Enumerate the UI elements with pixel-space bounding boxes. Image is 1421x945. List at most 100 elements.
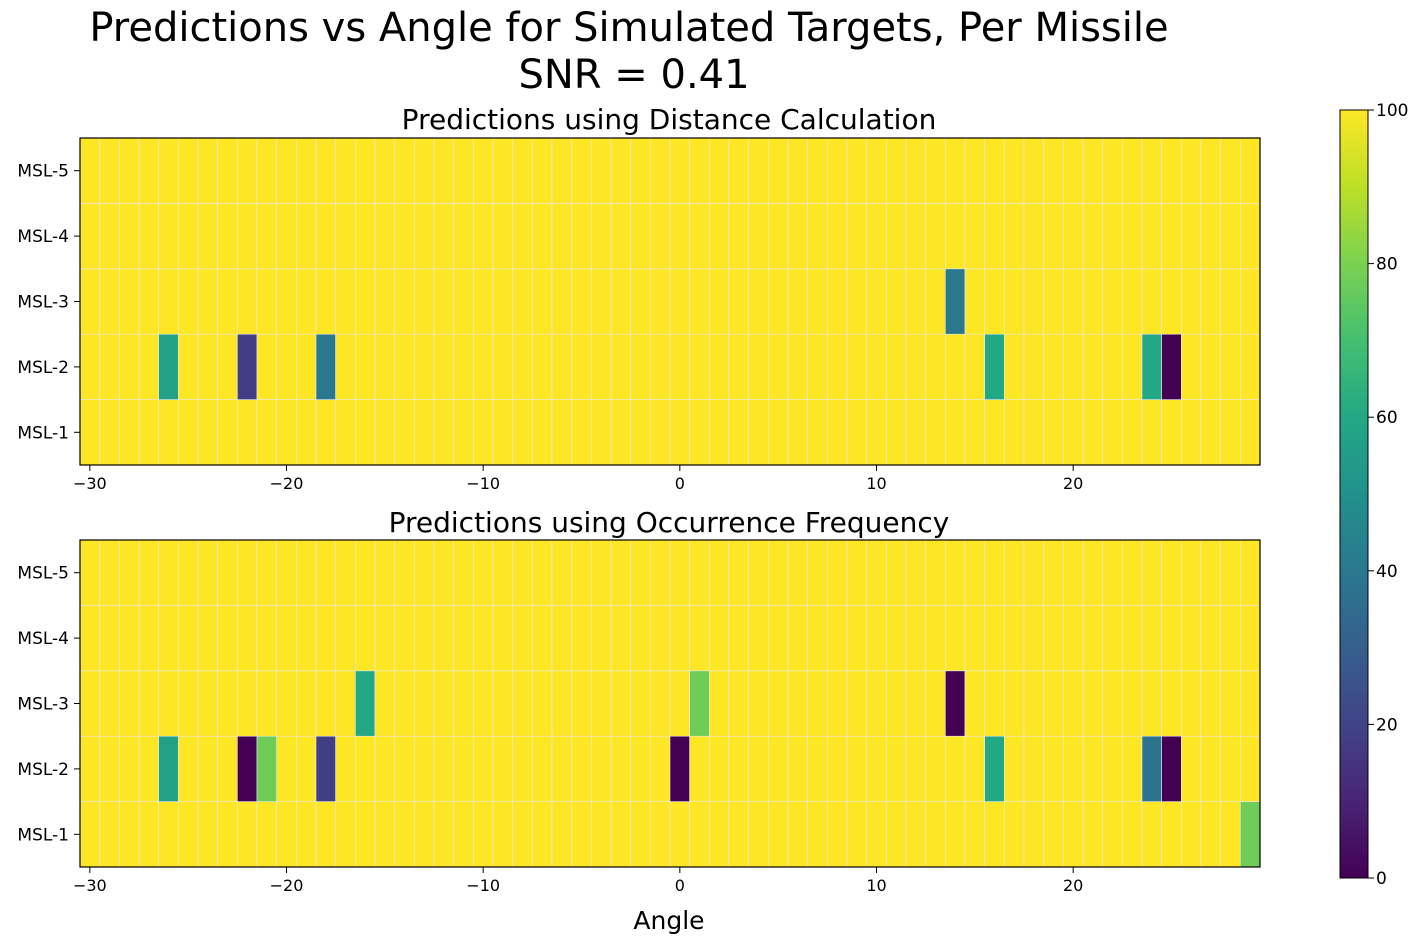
heatmap-cell bbox=[1240, 539, 1261, 606]
heatmap-cell bbox=[591, 670, 612, 737]
heatmap-cell bbox=[571, 137, 592, 204]
heatmap-cell bbox=[138, 670, 159, 737]
heatmap-cell bbox=[433, 268, 454, 335]
heatmap-cell bbox=[807, 605, 828, 672]
heatmap-cell bbox=[394, 399, 415, 466]
heatmap-cell bbox=[827, 399, 848, 466]
heatmap-cell bbox=[571, 735, 592, 802]
heatmap-cell bbox=[296, 670, 317, 737]
heatmap-cell bbox=[748, 268, 769, 335]
heatmap-cell bbox=[197, 735, 218, 802]
heatmap-cell bbox=[512, 399, 533, 466]
heatmap-cell bbox=[709, 670, 730, 737]
heatmap-cell-highlight bbox=[1240, 801, 1261, 868]
heatmap-cell bbox=[964, 333, 985, 400]
heatmap-cell bbox=[276, 137, 297, 204]
heatmap-cell bbox=[1181, 333, 1202, 400]
heatmap-cell bbox=[296, 539, 317, 606]
heatmap-cell bbox=[945, 735, 966, 802]
heatmap-cell bbox=[217, 801, 238, 868]
heatmap-cell bbox=[787, 399, 808, 466]
heatmap-cell bbox=[925, 203, 946, 270]
heatmap-cell bbox=[355, 399, 376, 466]
heatmap-cell bbox=[197, 333, 218, 400]
heatmap-cell bbox=[79, 735, 100, 802]
heatmap-cell bbox=[138, 137, 159, 204]
bottom-panel-title: Predictions using Occurrence Frequency bbox=[389, 506, 950, 539]
heatmap-cell bbox=[453, 801, 474, 868]
heatmap-cell bbox=[374, 399, 395, 466]
heatmap-cell bbox=[1161, 268, 1182, 335]
heatmap-cell bbox=[964, 735, 985, 802]
y-tick-label: MSL-4 bbox=[17, 227, 69, 247]
heatmap-cell bbox=[394, 137, 415, 204]
colorbar-tick-label: 0 bbox=[1376, 869, 1387, 889]
heatmap-cell bbox=[296, 801, 317, 868]
heatmap-cell bbox=[433, 801, 454, 868]
heatmap-cell bbox=[846, 268, 867, 335]
heatmap-cell bbox=[591, 539, 612, 606]
heatmap-cell bbox=[1220, 203, 1241, 270]
heatmap-cell bbox=[1082, 539, 1103, 606]
heatmap-cell bbox=[689, 268, 710, 335]
y-tick-label: MSL-1 bbox=[17, 825, 69, 845]
heatmap-cell bbox=[237, 670, 258, 737]
heatmap-cell bbox=[1004, 268, 1025, 335]
heatmap-cell bbox=[178, 137, 199, 204]
heatmap-cell bbox=[571, 539, 592, 606]
heatmap-cell bbox=[905, 735, 926, 802]
heatmap-cell bbox=[1122, 399, 1143, 466]
heatmap-cell bbox=[1200, 268, 1221, 335]
heatmap-cell bbox=[492, 539, 513, 606]
heatmap-cell bbox=[610, 333, 631, 400]
heatmap-cell bbox=[335, 203, 356, 270]
heatmap-cell bbox=[256, 137, 277, 204]
heatmap-cell bbox=[1102, 539, 1123, 606]
heatmap-cell bbox=[473, 539, 494, 606]
heatmap-cell bbox=[1102, 333, 1123, 400]
heatmap-cell bbox=[1102, 801, 1123, 868]
heatmap-cell bbox=[709, 268, 730, 335]
heatmap-cell bbox=[886, 735, 907, 802]
heatmap-cell bbox=[1043, 268, 1064, 335]
heatmap-cell bbox=[728, 735, 749, 802]
heatmap-cell-highlight bbox=[669, 735, 690, 802]
heatmap-cell bbox=[807, 735, 828, 802]
heatmap-cell bbox=[787, 605, 808, 672]
y-tick-label: MSL-3 bbox=[17, 695, 69, 715]
heatmap-cell bbox=[571, 801, 592, 868]
heatmap-cell bbox=[414, 268, 435, 335]
heatmap-cell bbox=[846, 670, 867, 737]
heatmap-cell bbox=[807, 670, 828, 737]
heatmap-cell bbox=[1240, 268, 1261, 335]
heatmap-cell bbox=[1161, 137, 1182, 204]
heatmap-cell bbox=[945, 333, 966, 400]
heatmap-cell bbox=[748, 203, 769, 270]
heatmap-cell bbox=[374, 670, 395, 737]
heatmap-cell bbox=[453, 268, 474, 335]
heatmap-cell bbox=[1220, 268, 1241, 335]
heatmap-cell bbox=[492, 735, 513, 802]
heatmap-cell bbox=[709, 399, 730, 466]
heatmap-cell bbox=[1043, 801, 1064, 868]
heatmap-cell bbox=[1122, 735, 1143, 802]
heatmap-cell bbox=[335, 670, 356, 737]
heatmap-cell bbox=[1122, 203, 1143, 270]
x-tick-label: 10 bbox=[866, 876, 886, 895]
heatmap-cell-highlight bbox=[256, 735, 277, 802]
colorbar-tick-label: 60 bbox=[1376, 408, 1398, 428]
heatmap-cell bbox=[866, 801, 887, 868]
heatmap-cell bbox=[355, 137, 376, 204]
heatmap-cell bbox=[1122, 539, 1143, 606]
heatmap-cell bbox=[1063, 399, 1084, 466]
heatmap-cell bbox=[689, 801, 710, 868]
x-tick-label: 0 bbox=[675, 474, 685, 493]
heatmap-cell bbox=[768, 801, 789, 868]
heatmap-cell bbox=[886, 539, 907, 606]
heatmap-cell bbox=[768, 735, 789, 802]
heatmap-cell bbox=[846, 539, 867, 606]
heatmap-cell bbox=[197, 605, 218, 672]
heatmap-cell bbox=[79, 268, 100, 335]
heatmap-cell bbox=[1240, 203, 1261, 270]
